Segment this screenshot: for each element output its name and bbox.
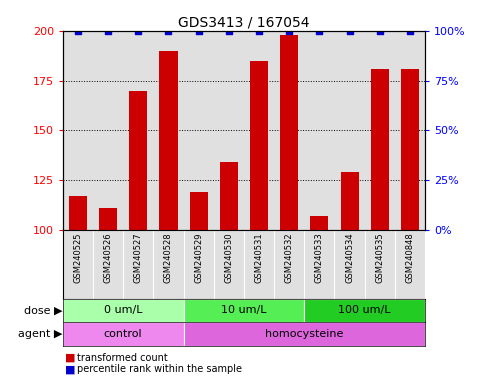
Point [74, 28, 82, 34]
Bar [401, 69, 419, 230]
Point [255, 28, 263, 34]
Point [285, 28, 293, 34]
Bar [63, 299, 184, 322]
Bar [69, 196, 87, 230]
Text: dose ▶: dose ▶ [24, 305, 62, 315]
Text: transformed count: transformed count [77, 353, 168, 363]
Bar [184, 299, 304, 322]
Bar [129, 91, 147, 230]
Text: GSM240525: GSM240525 [73, 232, 83, 283]
Text: 0 um/L: 0 um/L [104, 305, 142, 315]
Point [406, 28, 414, 34]
Text: GSM240526: GSM240526 [103, 232, 113, 283]
Bar [250, 61, 268, 230]
Point [134, 28, 142, 34]
Bar [159, 51, 178, 230]
Bar [189, 192, 208, 230]
Text: GSM240535: GSM240535 [375, 232, 384, 283]
Bar [371, 69, 389, 230]
Point [195, 28, 202, 34]
Bar [311, 216, 328, 230]
Text: ■: ■ [65, 364, 76, 374]
Text: 100 um/L: 100 um/L [339, 305, 391, 315]
Point [104, 28, 112, 34]
Text: GSM240531: GSM240531 [255, 232, 264, 283]
Bar [341, 172, 358, 230]
Text: homocysteine: homocysteine [265, 329, 343, 339]
Text: percentile rank within the sample: percentile rank within the sample [77, 364, 242, 374]
Text: GSM240848: GSM240848 [405, 232, 414, 283]
Text: GSM240527: GSM240527 [134, 232, 143, 283]
Text: GSM240532: GSM240532 [284, 232, 294, 283]
Bar [220, 162, 238, 230]
Title: GDS3413 / 167054: GDS3413 / 167054 [178, 16, 310, 30]
Text: GSM240529: GSM240529 [194, 232, 203, 283]
Bar [184, 322, 425, 346]
Text: GSM240530: GSM240530 [224, 232, 233, 283]
Text: agent ▶: agent ▶ [18, 329, 62, 339]
Point [315, 28, 323, 34]
Point [225, 28, 233, 34]
Text: GSM240533: GSM240533 [315, 232, 324, 283]
Text: GSM240528: GSM240528 [164, 232, 173, 283]
Text: 10 um/L: 10 um/L [221, 305, 267, 315]
Point [346, 28, 354, 34]
Bar [99, 208, 117, 230]
Text: GSM240534: GSM240534 [345, 232, 354, 283]
Bar [304, 299, 425, 322]
Text: control: control [104, 329, 142, 339]
Point [165, 28, 172, 34]
Point [376, 28, 384, 34]
Bar [280, 35, 298, 230]
Bar [63, 322, 184, 346]
Text: ■: ■ [65, 353, 76, 363]
